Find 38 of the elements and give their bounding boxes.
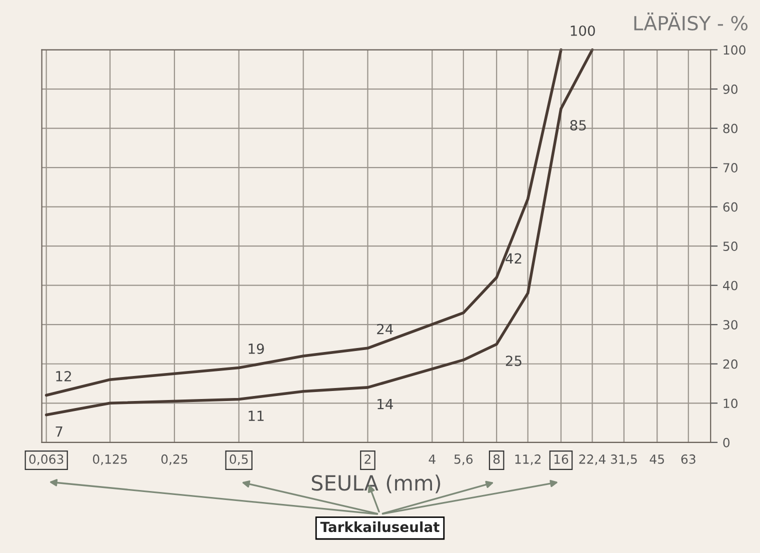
data-label: 19	[248, 343, 264, 354]
x-tick-label: 0,125	[92, 454, 127, 466]
x-axis-title: SEULA (mm)	[312, 474, 440, 494]
x-tick-label: 8	[493, 454, 500, 464]
data-label: 12	[56, 370, 71, 382]
x-tick-label: 0,5	[230, 454, 248, 466]
y-tick-label: 50	[723, 242, 738, 252]
data-label: 42	[506, 253, 522, 264]
data-label: 24	[377, 324, 393, 334]
y-tick-label: 90	[723, 84, 738, 94]
x-tick-label: 22,4	[579, 454, 606, 466]
chart-title: LÄPÄISY - %	[634, 12, 748, 31]
y-tick-label: 70	[723, 163, 738, 172]
data-label: 100	[570, 25, 595, 36]
x-tick-label: 31,5	[611, 454, 637, 466]
x-tick-label: 5,6	[454, 454, 473, 466]
x-tick-label: 0,25	[161, 454, 188, 466]
x-tick-label: 63	[681, 454, 696, 464]
x-tick-label: 2	[364, 454, 370, 464]
data-label: 14	[378, 398, 393, 410]
y-tick-label: 30	[723, 320, 738, 330]
y-tick-label: 20	[723, 359, 738, 369]
y-tick-label: 0	[723, 438, 730, 448]
x-tick-label: 45	[650, 454, 664, 464]
x-tick-label: 11,2	[515, 454, 541, 466]
y-tick-label: 10	[724, 398, 738, 408]
data-label: 25	[506, 356, 522, 366]
y-tick-label: 60	[723, 202, 738, 212]
y-tick-label: 100	[724, 45, 746, 55]
x-tick-label: 16	[554, 454, 568, 464]
y-tick-label: 80	[723, 124, 738, 134]
data-label: 85	[570, 120, 586, 131]
data-label: 11	[248, 410, 264, 421]
x-tick-label: 0,063	[29, 454, 64, 466]
data-label: 7	[56, 426, 62, 437]
text: Tarkkailuseulat	[320, 521, 440, 532]
x-tick-label: 4	[428, 454, 436, 464]
y-tick-label: 40	[723, 280, 738, 290]
